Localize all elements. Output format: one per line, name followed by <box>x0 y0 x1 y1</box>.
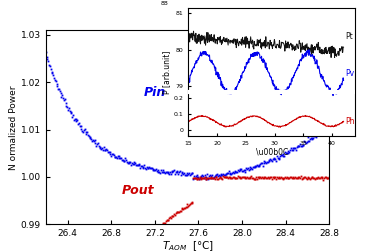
Text: Ph: Ph <box>345 117 355 126</box>
X-axis label: \u00b0C: \u00b0C <box>255 147 288 156</box>
Text: Pin: Pin <box>144 86 166 100</box>
Y-axis label: P [arb.unit]: P [arb.unit] <box>162 50 171 93</box>
X-axis label: $T_{AOM}$  [°C]: $T_{AOM}$ [°C] <box>162 240 213 252</box>
Text: Pt: Pt <box>345 33 353 41</box>
Text: 88: 88 <box>161 1 168 6</box>
Text: Pv: Pv <box>345 69 354 78</box>
Y-axis label: N ormalized Power: N ormalized Power <box>9 85 18 170</box>
Text: Pout: Pout <box>122 183 155 197</box>
